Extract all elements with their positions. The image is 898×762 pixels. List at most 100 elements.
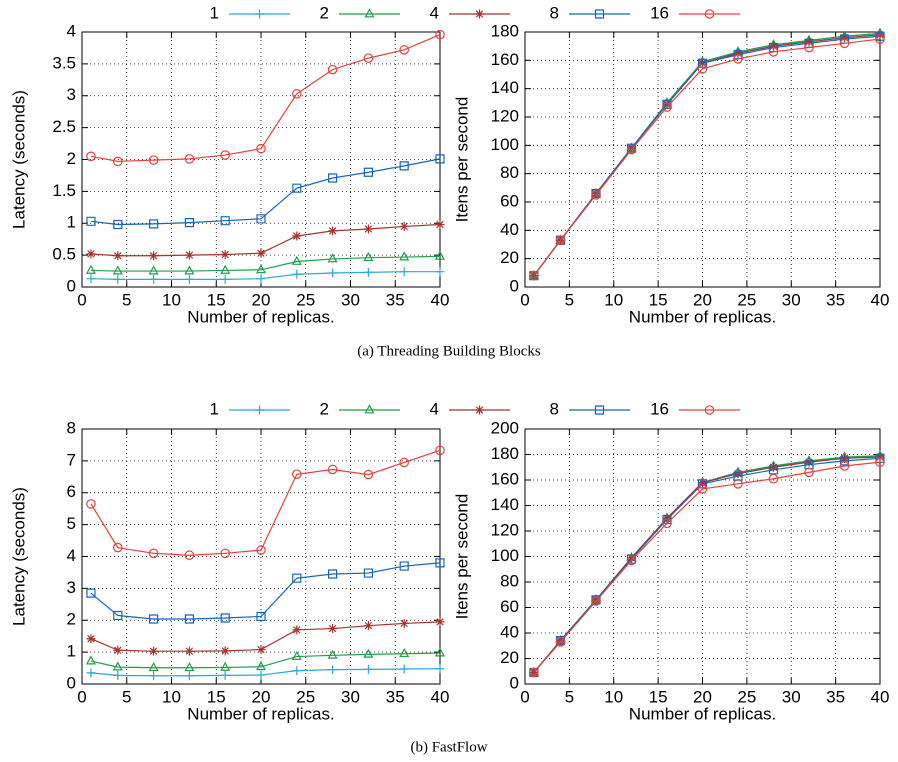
y-tick-label: 160 [491,469,519,488]
data-point [399,618,409,628]
data-point [363,267,373,277]
x-tick-label: 15 [649,687,668,706]
x-tick-label: 10 [162,687,181,706]
data-point [113,156,123,167]
data-point [86,588,96,598]
data-point [292,573,302,583]
x-tick-label: 25 [737,687,756,706]
data-point [328,624,338,634]
data-point [697,484,708,494]
x-tick-label: 35 [386,687,405,706]
data-point [875,452,885,462]
y-tick-label: 1.5 [52,181,76,200]
data-point [291,89,302,99]
plot-frame [81,428,441,685]
data-point [184,661,195,672]
legend-label: 8 [550,3,559,22]
data-point [256,274,266,284]
data-point [662,518,672,529]
data-point [399,267,409,277]
data-point [327,253,338,263]
y-tick-label: 60 [500,597,519,616]
x-tick-label: 35 [826,290,845,309]
data-point [256,645,266,655]
data-point [363,224,373,234]
legend-label: 16 [650,399,669,418]
data-point [626,144,637,155]
data-point [292,231,302,241]
data-point [256,545,266,555]
data-point [328,569,338,579]
y-tick-label: 120 [491,106,519,125]
data-point [733,479,743,489]
data-point [113,542,123,553]
data-point [256,143,266,154]
x-tick-label: 0 [520,290,529,309]
data-point [292,625,302,635]
y-tick-label: 20 [500,248,519,267]
data-point [363,469,374,480]
y-tick-label: 60 [500,191,519,210]
data-point [363,251,374,262]
data-point [86,151,96,162]
x-tick-label: 15 [649,290,668,309]
y-tick-label: 80 [500,163,519,182]
data-point [733,471,743,481]
data-point [363,621,373,631]
data-point [86,499,96,509]
data-point [363,664,373,674]
legend-marker [704,405,715,415]
series-line [90,158,441,226]
caption: (b) FastFlow [410,739,487,755]
data-point [256,611,266,622]
data-point [399,251,410,261]
data-point [184,250,194,260]
x-axis-label: Number of replicas. [187,307,334,326]
x-tick-label: 10 [604,290,623,309]
x-tick-label: 20 [693,290,712,309]
legend-label: 1 [210,3,219,22]
y-tick-label: 100 [491,546,519,565]
data-point [220,249,230,259]
y-tick-label: 5 [67,514,76,533]
data-point [220,646,230,656]
data-point [85,264,96,274]
data-point [220,670,230,680]
data-point [769,41,778,51]
series-line [90,255,441,272]
data-point [399,161,409,171]
y-tick-label: 180 [491,21,519,40]
plot-frame [524,31,881,288]
x-tick-label: 30 [782,290,801,309]
data-point [840,453,849,463]
y-tick-label: 40 [500,622,519,641]
data-point [662,513,672,523]
data-point [86,216,96,226]
data-point [591,596,601,606]
data-point [698,478,707,488]
legend-label: 16 [650,3,669,22]
data-point [768,465,779,475]
data-point [875,457,885,467]
data-point [363,167,373,177]
data-point [768,473,779,484]
x-tick-label: 10 [604,687,623,706]
data-point [113,610,123,621]
x-axis-label: Number of replicas. [629,307,776,326]
y-tick-label: 8 [67,418,76,437]
x-tick-label: 25 [296,290,315,309]
data-point [435,664,445,674]
x-tick-label: 20 [252,290,271,309]
y-tick-label: 2.5 [52,117,76,136]
data-point [733,48,743,58]
data-point [804,37,814,47]
data-point [149,219,159,229]
data-point [591,190,601,200]
y-tick-label: 140 [491,78,519,97]
data-point [113,645,123,655]
y-tick-label: 3.5 [52,53,76,72]
legend-marker [594,405,605,415]
y-tick-label: 120 [491,520,519,539]
x-tick-label: 35 [386,290,405,309]
data-point [662,102,672,112]
